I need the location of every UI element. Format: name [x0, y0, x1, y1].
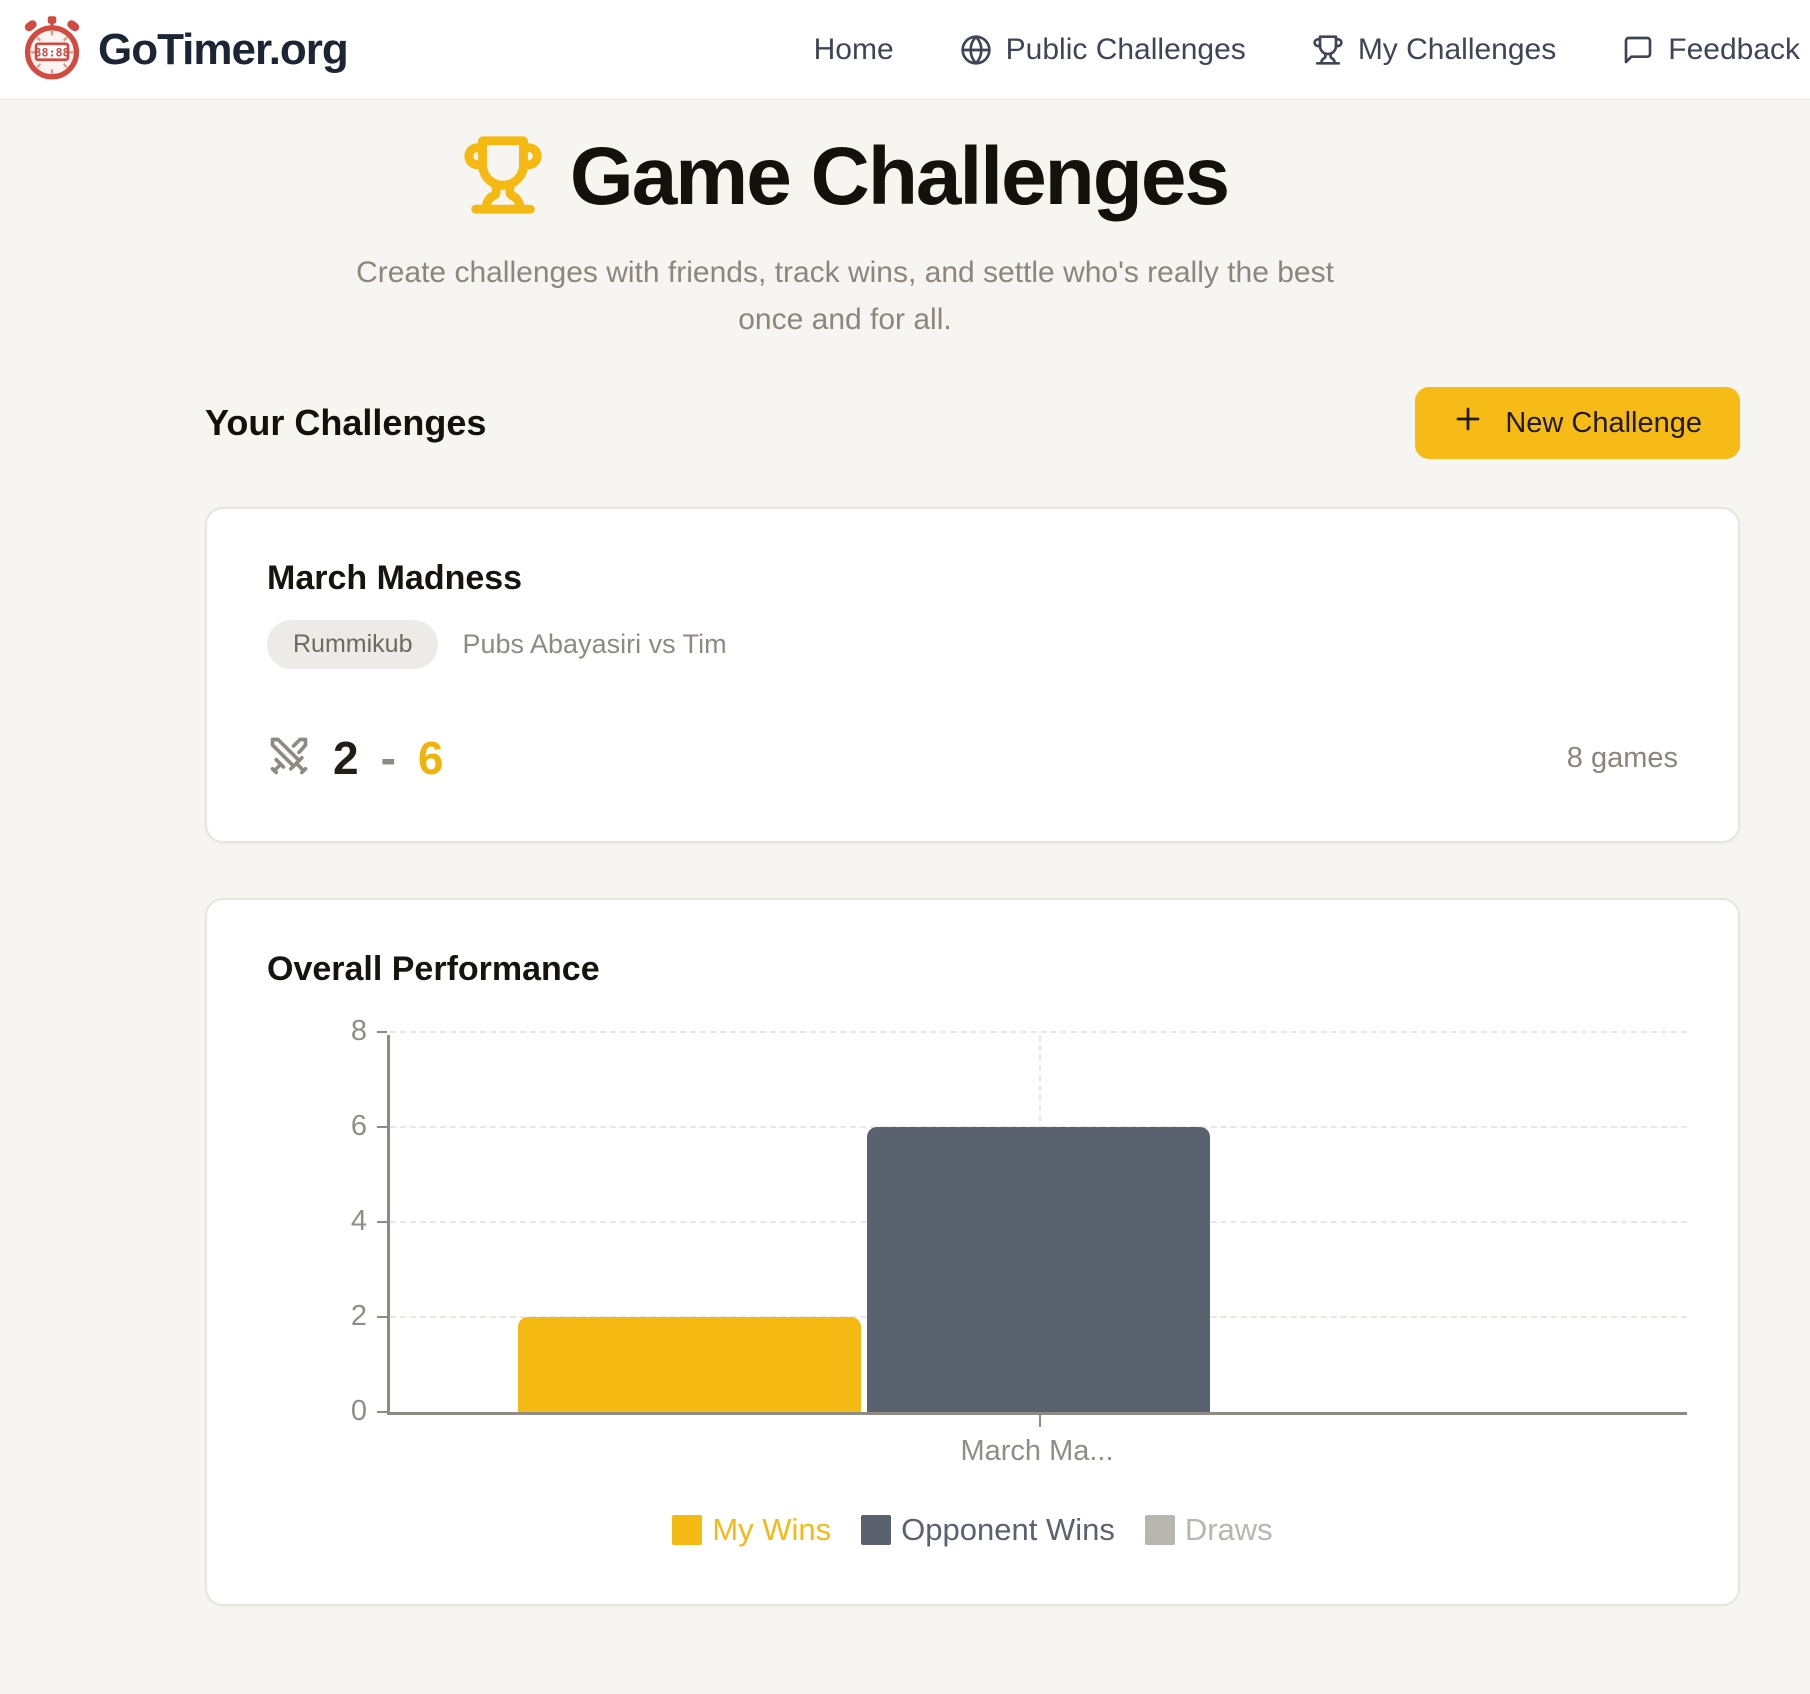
bar-opponent-wins: [867, 1127, 1210, 1412]
stopwatch-logo-icon: 88:88: [18, 13, 86, 86]
y-tick-label-0: 0: [350, 1395, 367, 1427]
challenge-title: March Madness: [267, 559, 523, 597]
y-tick-label-2: 2: [350, 1300, 367, 1332]
svg-text:88:88: 88:88: [34, 46, 69, 60]
y-tick-label-4: 4: [350, 1205, 367, 1237]
trophy-icon: [1312, 34, 1344, 66]
main-nav: Home Public Challenges M: [814, 33, 1800, 67]
bar-my-wins: [518, 1317, 861, 1412]
y-tick-label-6: 6: [350, 1110, 367, 1142]
legend-label-opponent-wins: Opponent Wins: [901, 1512, 1115, 1547]
chart-legend: My Wins Opponent Wins Draws: [267, 1512, 1678, 1548]
y-tick-mark-4: [377, 1221, 387, 1223]
nav-item-public-challenges[interactable]: Public Challenges: [960, 33, 1246, 67]
y-tick-mark-2: [377, 1316, 387, 1318]
main-content: Your Challenges New Challenge March Madn…: [205, 387, 1740, 1636]
legend-item-opponent-wins[interactable]: Opponent Wins: [861, 1512, 1115, 1548]
game-tag-badge: Rummikub: [267, 620, 439, 669]
matchup-text: Pubs Abayasiri vs Tim: [462, 629, 727, 659]
opponent-score: 6: [417, 732, 444, 784]
legend-item-my-wins[interactable]: My Wins: [672, 1512, 831, 1548]
y-tick-mark-0: [377, 1411, 387, 1413]
trophy-hero-icon: [462, 134, 544, 221]
bar-chart-plot: 0 2 4 6 8: [351, 1015, 1687, 1427]
brand-link[interactable]: 88:88 GoTimer.org: [18, 13, 349, 86]
globe-icon: [960, 34, 992, 66]
nav-item-home[interactable]: Home: [814, 33, 894, 67]
x-tick-mark: [1038, 1415, 1041, 1427]
x-axis-category-label: March Ma...: [960, 1435, 1114, 1467]
legend-item-draws[interactable]: Draws: [1144, 1512, 1273, 1548]
games-count: 8 games: [1566, 741, 1678, 774]
nav-public-challenges-label: Public Challenges: [1005, 32, 1246, 66]
hero-section: Game Challenges Create challenges with f…: [0, 100, 1690, 343]
my-score: 2: [333, 732, 359, 784]
performance-heading: Overall Performance: [267, 950, 600, 988]
nav-my-challenges-label: My Challenges: [1357, 32, 1557, 66]
crossed-swords-icon: [267, 734, 311, 783]
gridline-y-8: [390, 1031, 1687, 1033]
y-tick-mark-8: [377, 1031, 387, 1033]
plus-icon: [1453, 404, 1483, 442]
new-challenge-button[interactable]: New Challenge: [1415, 387, 1740, 459]
page-title: Game Challenges: [569, 131, 1230, 222]
y-tick-label-8: 8: [350, 1015, 367, 1047]
your-challenges-heading: Your Challenges: [205, 402, 487, 443]
nav-feedback-label: Feedback: [1668, 32, 1800, 66]
legend-label-my-wins: My Wins: [712, 1512, 832, 1547]
performance-card: Overall Performance 0 2 4 6 8 March Ma... My…: [205, 898, 1740, 1606]
nav-item-my-challenges[interactable]: My Challenges: [1312, 33, 1556, 67]
app-header: 88:88 GoTimer.org Home Public Challenges: [0, 0, 1810, 100]
brand-name: GoTimer.org: [98, 24, 349, 74]
message-icon: [1622, 34, 1654, 66]
y-tick-mark-6: [377, 1126, 387, 1128]
bar-chart: 0 2 4 6 8 March Ma... My Wins Opponent Wins Dr…: [267, 1015, 1687, 1548]
page-subtitle: Create challenges with friends, track wi…: [356, 256, 1334, 336]
legend-swatch-opponent-wins: [861, 1515, 892, 1545]
legend-label-draws: Draws: [1184, 1512, 1273, 1547]
bar-group: [390, 1035, 1687, 1412]
legend-swatch-draws: [1144, 1515, 1175, 1545]
legend-swatch-my-wins: [672, 1515, 703, 1545]
nav-item-feedback[interactable]: Feedback: [1622, 33, 1800, 67]
challenge-card[interactable]: March Madness Rummikub Pubs Abayasiri vs…: [205, 507, 1740, 843]
score-separator: -: [380, 732, 396, 784]
new-challenge-button-label: New Challenge: [1505, 406, 1702, 439]
nav-home-label: Home: [813, 32, 894, 66]
